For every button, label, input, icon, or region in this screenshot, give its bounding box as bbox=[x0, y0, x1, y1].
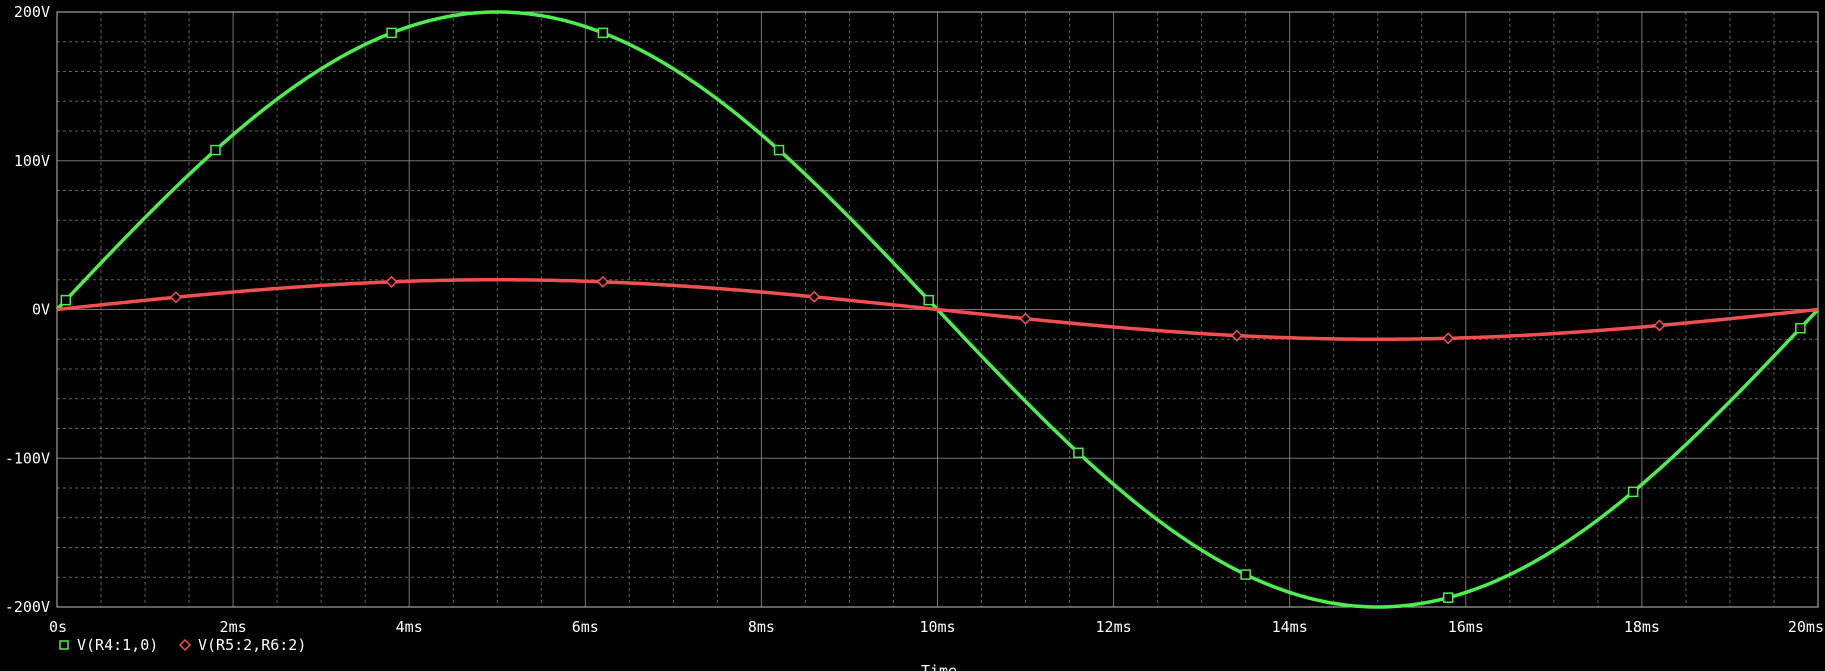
legend: V(R4:1,0) V(R5:2,R6:2) bbox=[59, 636, 306, 654]
y-tick-label: 100V bbox=[14, 152, 50, 170]
series-marker-square bbox=[1442, 592, 1454, 603]
legend-label-2: V(R5:2,R6:2) bbox=[198, 636, 306, 654]
series-marker-diamond bbox=[596, 275, 609, 288]
series-marker-square bbox=[1240, 569, 1251, 580]
series-marker-square bbox=[1627, 486, 1639, 498]
y-tick-label: -100V bbox=[5, 449, 50, 467]
series-layer bbox=[55, 10, 1820, 609]
x-tick-label: 0s bbox=[49, 618, 67, 636]
series-marker-diamond bbox=[385, 275, 398, 288]
series-marker-square bbox=[60, 294, 72, 306]
x-tick-label: 16ms bbox=[1448, 618, 1484, 636]
x-tick-label: 10ms bbox=[919, 618, 955, 636]
series-marker-diamond bbox=[1653, 319, 1666, 332]
x-tick-label: 4ms bbox=[396, 618, 423, 636]
legend-label-1: V(R4:1,0) bbox=[77, 636, 158, 654]
x-tick-label: 2ms bbox=[220, 618, 247, 636]
y-tick-label: -200V bbox=[5, 598, 50, 616]
x-tick-label: 6ms bbox=[572, 618, 599, 636]
series-marker-square bbox=[923, 294, 934, 306]
x-tick-label: 12ms bbox=[1096, 618, 1132, 636]
series-marker-diamond bbox=[169, 291, 182, 304]
x-tick-label: 18ms bbox=[1624, 618, 1660, 636]
series-marker-diamond bbox=[1230, 329, 1243, 342]
series-marker-diamond bbox=[1019, 312, 1032, 325]
legend-marker-diamond bbox=[178, 638, 192, 652]
x-tick-label: 14ms bbox=[1272, 618, 1308, 636]
series-line-2 bbox=[56, 278, 1819, 341]
series-marker-diamond bbox=[1442, 332, 1455, 345]
series-marker-square bbox=[386, 27, 397, 39]
y-tick-label: 200V bbox=[14, 3, 50, 21]
series-marker-square bbox=[597, 27, 609, 39]
series-marker-diamond bbox=[808, 290, 821, 303]
series-marker-square bbox=[1795, 322, 1806, 334]
series-marker-square bbox=[210, 144, 221, 156]
legend-marker-square bbox=[59, 640, 69, 650]
x-axis-title: Time bbox=[921, 662, 957, 671]
x-tick-label: 20ms bbox=[1788, 618, 1824, 636]
tick-labels: 200V 100V 0V -100V -200V 0s 2ms 4ms 6ms 8ms 10ms 12… bbox=[5, 3, 1824, 636]
x-tick-label: 8ms bbox=[748, 618, 775, 636]
y-tick-label: 0V bbox=[32, 301, 50, 319]
series-marker-square bbox=[1073, 447, 1084, 459]
series-marker-square bbox=[773, 144, 785, 156]
